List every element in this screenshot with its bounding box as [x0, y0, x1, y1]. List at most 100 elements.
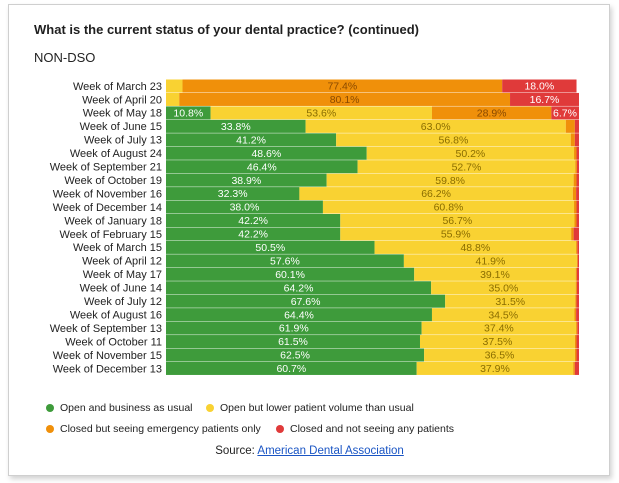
bar-segment	[551, 106, 579, 120]
legend-swatch-green	[46, 404, 54, 412]
bar-segment	[576, 187, 579, 201]
category-label: Week of August 16	[70, 309, 162, 321]
bar-segment	[299, 187, 573, 201]
bar-segment	[576, 146, 579, 160]
data-label: 55.9%	[441, 229, 471, 241]
legend-item-closed-none: Closed and not seeing any patients	[276, 423, 454, 435]
chart-subtitle: NON-DSO	[34, 50, 96, 65]
bar-segment	[577, 254, 579, 268]
bar-segment	[575, 267, 577, 281]
bar-segment	[416, 361, 574, 375]
data-label: 36.5%	[485, 350, 515, 362]
bar-segment	[431, 106, 552, 120]
data-label: 53.6%	[306, 108, 336, 120]
bar-segment	[502, 79, 577, 93]
data-label: 16.7%	[530, 94, 560, 106]
data-label: 41.2%	[236, 134, 266, 146]
bar-segment	[166, 267, 415, 281]
bar-segment	[357, 160, 576, 174]
data-label: 60.1%	[275, 269, 305, 281]
category-label: Week of October 19	[64, 175, 162, 187]
data-label: 18.0%	[524, 81, 554, 93]
bar-segment	[573, 173, 577, 187]
bar-segment	[166, 214, 341, 227]
data-label: 42.2%	[238, 215, 268, 227]
data-label: 48.8%	[460, 242, 490, 254]
data-label: 80.1%	[330, 94, 360, 106]
bar-segment	[166, 79, 183, 93]
bar-segment	[166, 227, 341, 241]
data-label: 77.4%	[327, 81, 357, 93]
data-label: 61.5%	[278, 336, 308, 348]
bar-segment	[366, 146, 575, 160]
legend-item-open-lower: Open but lower patient volume than usual	[206, 402, 414, 414]
data-label: 59.8%	[435, 175, 465, 187]
bar-segment	[166, 321, 422, 335]
bar-segment	[166, 361, 417, 375]
category-label: Week of August 24	[70, 148, 162, 160]
data-label: 10.8%	[173, 108, 203, 120]
source-link[interactable]: American Dental Association	[257, 445, 404, 457]
data-label: 37.5%	[483, 336, 513, 348]
category-label: Week of July 12	[84, 296, 162, 308]
data-label: 28.9%	[477, 108, 507, 120]
bar-segment	[166, 281, 432, 295]
bar-segment	[210, 106, 432, 120]
bar-segment	[575, 281, 577, 295]
bar-segment	[576, 321, 578, 335]
category-label: Week of November 15	[53, 350, 162, 362]
bar-segment	[576, 254, 578, 268]
data-label: 42.2%	[238, 229, 268, 241]
category-label: Week of October 11	[65, 336, 162, 348]
category-label: Week of November 16	[53, 188, 162, 200]
bar-segment	[574, 146, 577, 160]
bar-segment	[576, 294, 579, 308]
data-label: 37.9%	[480, 363, 510, 375]
bar-segment	[574, 348, 577, 362]
data-label: 64.4%	[284, 309, 314, 321]
bar-segment	[166, 348, 425, 362]
data-label: 50.5%	[255, 242, 285, 254]
data-label: 32.3%	[218, 188, 248, 200]
data-label: 48.6%	[251, 148, 281, 160]
data-label: 38.9%	[231, 175, 261, 187]
source-prefix: Source:	[215, 445, 258, 457]
bar-segment	[576, 281, 579, 295]
bar-segment	[574, 200, 577, 214]
data-label: 37.4%	[484, 323, 514, 335]
stacked-bar-chart: Week of March 23 77.4% 18.0% Week of April …	[50, 79, 579, 375]
bar-segment	[565, 119, 575, 133]
category-label: Week of April 12	[82, 256, 162, 268]
bar-segment	[575, 294, 577, 308]
source-line: Source: American Dental Association	[0, 445, 619, 457]
data-label: 41.9%	[476, 255, 506, 267]
bar-segment	[574, 119, 579, 133]
category-label: Week of March 15	[73, 242, 162, 254]
bar-segment	[421, 321, 577, 335]
bar-segment	[166, 133, 337, 147]
category-label: Week of September 21	[50, 162, 162, 174]
bar-segment	[571, 227, 574, 241]
data-label: 52.7%	[452, 161, 482, 173]
bar-segment	[166, 187, 300, 201]
bar-segment	[573, 361, 575, 375]
bar-segment	[445, 294, 576, 308]
bar-segment	[577, 240, 579, 254]
bar-segment	[577, 321, 579, 335]
category-label: Week of September 13	[50, 323, 162, 335]
bar-segment	[182, 79, 503, 93]
data-label: 34.5%	[488, 309, 518, 321]
bar-segment	[340, 214, 575, 227]
bar-segment	[574, 335, 577, 349]
bar-segment	[431, 308, 575, 322]
bar-segment	[576, 214, 579, 227]
bar-segment	[570, 133, 575, 147]
category-label: Week of March 23	[73, 81, 162, 93]
data-label: 66.2%	[421, 188, 451, 200]
bar-segment	[574, 133, 579, 147]
bar-segment	[166, 200, 323, 214]
legend-label: Open and business as usual	[60, 402, 193, 414]
data-label: 57.6%	[270, 255, 300, 267]
data-label: 38.0%	[230, 202, 260, 214]
data-label: 56.7%	[442, 215, 472, 227]
